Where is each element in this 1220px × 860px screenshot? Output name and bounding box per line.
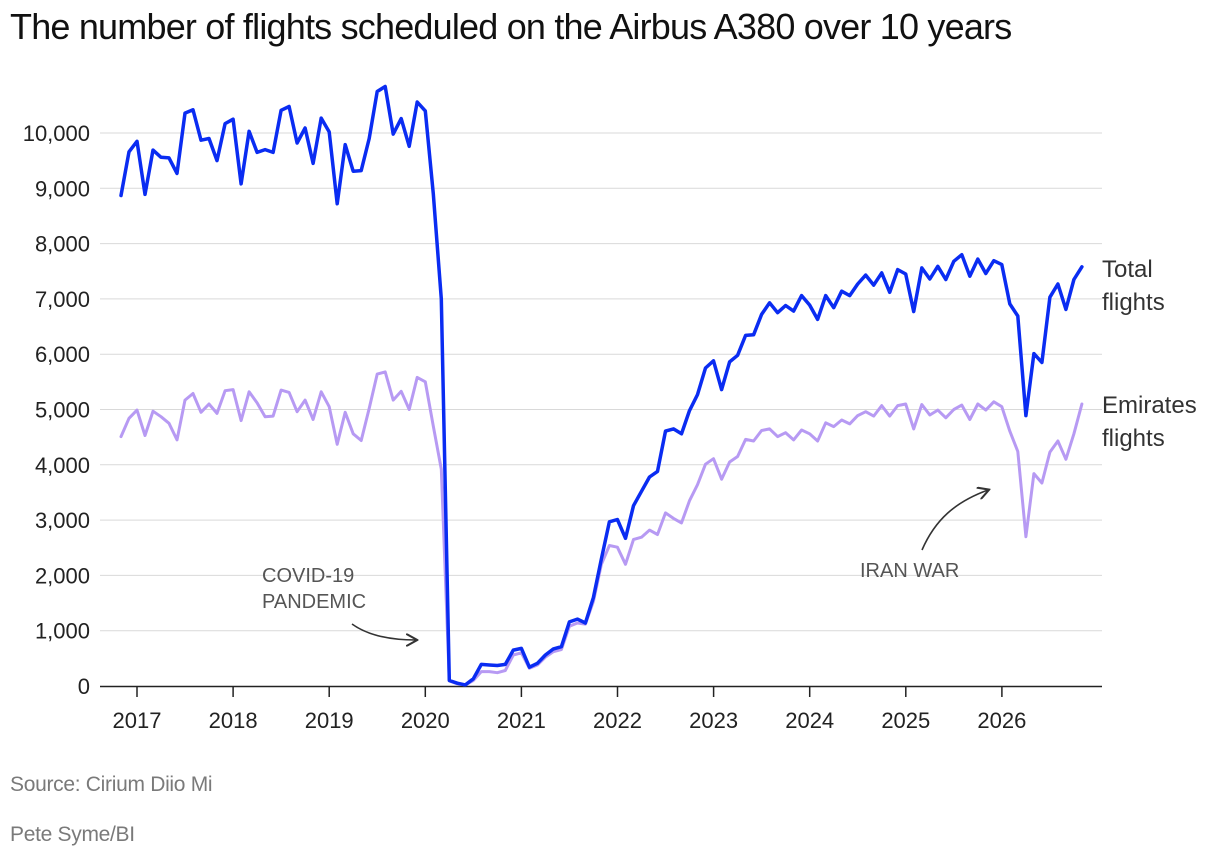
iran-war-annotation: IRAN WAR [860, 560, 959, 582]
y-tick-label: 7,000 [35, 287, 90, 312]
series-labels: Total flights Emirates flights [1102, 256, 1197, 452]
y-axis-ticks: 0 1,000 2,000 3,000 4,000 5,000 6,000 7,000 8,00… [23, 121, 90, 699]
total-flights-label: flights [1102, 289, 1165, 316]
total-flights-line [119, 84, 1084, 687]
covid-arrow [351, 623, 416, 640]
gridlines [100, 132, 1102, 632]
source-note: Source: Cirium Diio Mi [10, 773, 213, 796]
x-tick-label: 2020 [401, 708, 450, 733]
iran-war-arrow [921, 490, 988, 551]
y-tick-label: 1,000 [35, 619, 90, 644]
covid-annotation: PANDEMIC [262, 591, 366, 613]
x-tick-label: 2026 [977, 708, 1026, 733]
annotations: COVID-19 PANDEMIC IRAN WAR [262, 490, 988, 640]
chart-title: The number of flights scheduled on the A… [10, 6, 1012, 47]
y-tick-label: 0 [78, 674, 90, 699]
y-tick-label: 4,000 [35, 453, 90, 478]
covid-annotation: COVID-19 [262, 565, 354, 587]
x-tick-label: 2018 [209, 708, 258, 733]
x-tick-label: 2022 [593, 708, 642, 733]
x-tick-label: 2017 [113, 708, 162, 733]
total-flights-label: Total [1102, 256, 1153, 283]
line-chart: 0 1,000 2,000 3,000 4,000 5,000 6,000 7,000 8,00… [23, 84, 1197, 733]
credit-note: Pete Syme/BI [10, 823, 135, 846]
x-tick-label: 2019 [305, 708, 354, 733]
y-tick-label: 2,000 [35, 563, 90, 588]
y-tick-label: 5,000 [35, 398, 90, 423]
x-tick-label: 2025 [881, 708, 930, 733]
series-lines [119, 84, 1084, 687]
x-tick-label: 2024 [785, 708, 834, 733]
y-tick-label: 8,000 [35, 232, 90, 257]
emirates-flights-label: flights [1102, 425, 1165, 452]
emirates-flights-line [119, 370, 1084, 687]
y-tick-label: 9,000 [35, 176, 90, 201]
y-tick-label: 3,000 [35, 508, 90, 533]
emirates-flights-label: Emirates [1102, 392, 1197, 419]
x-tick-label: 2023 [689, 708, 738, 733]
y-tick-label: 10,000 [23, 121, 90, 146]
y-tick-label: 6,000 [35, 342, 90, 367]
x-axis-ticks: 2017 2018 2019 2020 2021 2022 2023 2024 2025 2026 [113, 687, 1026, 733]
x-tick-label: 2021 [497, 708, 546, 733]
